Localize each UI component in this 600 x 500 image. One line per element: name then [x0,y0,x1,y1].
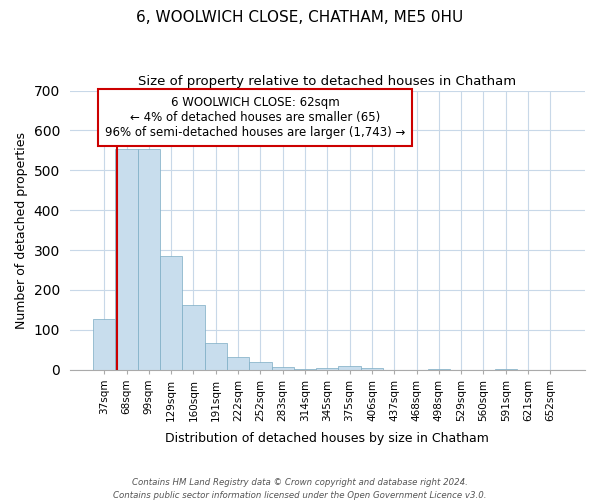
Bar [428,368,450,370]
Text: Contains HM Land Registry data © Crown copyright and database right 2024.
Contai: Contains HM Land Registry data © Crown c… [113,478,487,500]
Text: 6, WOOLWICH CLOSE, CHATHAM, ME5 0HU: 6, WOOLWICH CLOSE, CHATHAM, ME5 0HU [136,10,464,25]
Bar [272,366,294,370]
Bar [294,369,316,370]
Y-axis label: Number of detached properties: Number of detached properties [15,132,28,328]
Bar [227,356,249,370]
Bar [361,368,383,370]
Bar [160,256,182,370]
Bar [137,149,160,370]
Bar [93,318,115,370]
Bar [182,304,205,370]
Bar [316,368,338,370]
X-axis label: Distribution of detached houses by size in Chatham: Distribution of detached houses by size … [166,432,489,445]
Bar [205,342,227,369]
Text: 6 WOOLWICH CLOSE: 62sqm
← 4% of detached houses are smaller (65)
96% of semi-det: 6 WOOLWICH CLOSE: 62sqm ← 4% of detached… [105,96,406,139]
Title: Size of property relative to detached houses in Chatham: Size of property relative to detached ho… [138,75,517,88]
Bar [115,149,137,370]
Bar [494,368,517,370]
Bar [338,366,361,370]
Bar [249,362,272,370]
